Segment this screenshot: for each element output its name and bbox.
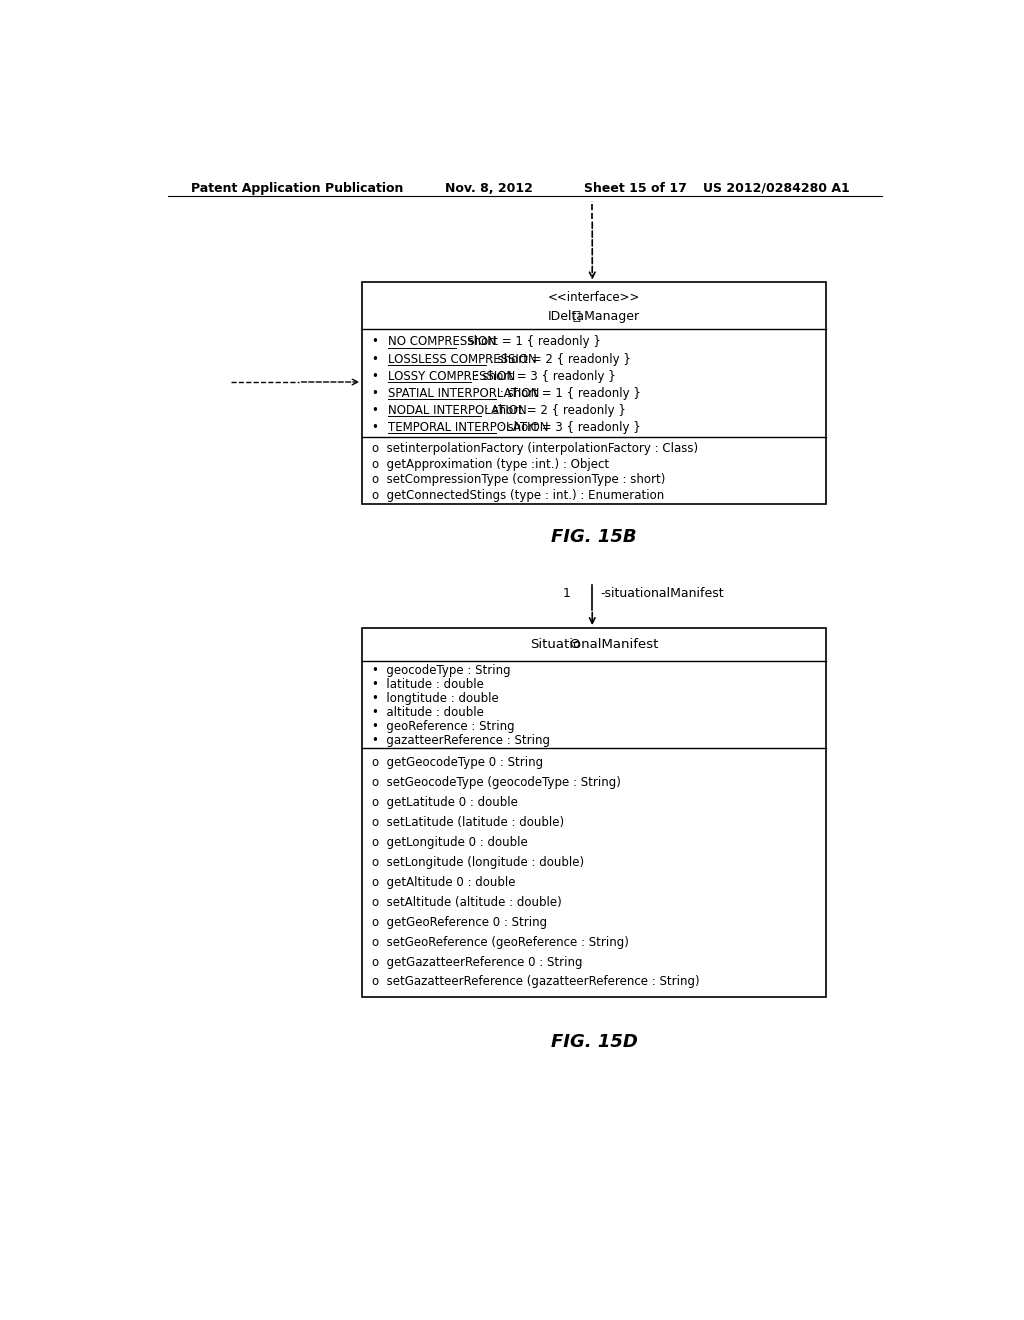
Text: ⓘ: ⓘ bbox=[572, 310, 580, 323]
Text: NODAL INTERPOLATION: NODAL INTERPOLATION bbox=[387, 404, 526, 417]
Text: : short = 3 { readonly }: : short = 3 { readonly } bbox=[496, 421, 640, 434]
Text: : short = 2 { readonly }: : short = 2 { readonly } bbox=[486, 352, 631, 366]
Text: o  setinterpolationFactory (interpolationFactory : Class): o setinterpolationFactory (interpolation… bbox=[372, 442, 697, 455]
Text: o  setGeocodeType (geocodeType : String): o setGeocodeType (geocodeType : String) bbox=[372, 776, 621, 789]
Text: Nov. 8, 2012: Nov. 8, 2012 bbox=[445, 182, 534, 195]
Text: : short = 2 { readonly }: : short = 2 { readonly } bbox=[481, 404, 626, 417]
Text: : short = 1 { readonly }: : short = 1 { readonly } bbox=[496, 387, 641, 400]
Text: : short = 1 { readonly }: : short = 1 { readonly } bbox=[457, 335, 601, 348]
Text: -situationalManifest: -situationalManifest bbox=[600, 587, 724, 599]
Bar bbox=[362, 628, 826, 997]
Text: o  getGeocodeType 0 : String: o getGeocodeType 0 : String bbox=[372, 756, 543, 770]
Text: o  getLongitude 0 : double: o getLongitude 0 : double bbox=[372, 836, 527, 849]
Text: SituationalManifest: SituationalManifest bbox=[530, 638, 658, 651]
Text: •  latitude : double: • latitude : double bbox=[372, 678, 483, 692]
Text: •  longtitude : double: • longtitude : double bbox=[372, 692, 499, 705]
Text: Θ: Θ bbox=[569, 638, 580, 651]
Text: •: • bbox=[372, 404, 386, 417]
Text: •  altitude : double: • altitude : double bbox=[372, 706, 483, 719]
Text: o  getAltitude 0 : double: o getAltitude 0 : double bbox=[372, 876, 515, 888]
Text: o  getGeoReference 0 : String: o getGeoReference 0 : String bbox=[372, 916, 547, 929]
Text: •: • bbox=[372, 421, 386, 434]
Text: •  gazatteerReference : String: • gazatteerReference : String bbox=[372, 734, 550, 747]
Text: TEMPORAL INTERPOLATION: TEMPORAL INTERPOLATION bbox=[387, 421, 548, 434]
Text: US 2012/0284280 A1: US 2012/0284280 A1 bbox=[703, 182, 850, 195]
Text: SPATIAL INTERPORLATION: SPATIAL INTERPORLATION bbox=[387, 387, 539, 400]
Text: LOSSLESS COMPRESSION: LOSSLESS COMPRESSION bbox=[387, 352, 537, 366]
Text: : short = 3 { readonly }: : short = 3 { readonly } bbox=[471, 370, 615, 383]
Text: o  setCompressionType (compressionType : short): o setCompressionType (compressionType : … bbox=[372, 474, 665, 486]
Text: o  getGazatteerReference 0 : String: o getGazatteerReference 0 : String bbox=[372, 956, 582, 969]
Text: Sheet 15 of 17: Sheet 15 of 17 bbox=[585, 182, 687, 195]
Text: NO COMPRESSION: NO COMPRESSION bbox=[387, 335, 496, 348]
Text: o  setLongitude (longitude : double): o setLongitude (longitude : double) bbox=[372, 855, 584, 869]
Text: •: • bbox=[372, 387, 386, 400]
Text: •: • bbox=[372, 335, 386, 348]
Text: o  getApproximation (type :int.) : Object: o getApproximation (type :int.) : Object bbox=[372, 458, 608, 471]
Text: o  setGeoReference (geoReference : String): o setGeoReference (geoReference : String… bbox=[372, 936, 629, 949]
Text: FIG. 15B: FIG. 15B bbox=[552, 528, 637, 546]
Text: o  setAltitude (altitude : double): o setAltitude (altitude : double) bbox=[372, 896, 561, 908]
Bar bbox=[362, 282, 826, 504]
Text: •  geoReference : String: • geoReference : String bbox=[372, 719, 514, 733]
Text: o  getLatitude 0 : double: o getLatitude 0 : double bbox=[372, 796, 517, 809]
Text: 1: 1 bbox=[563, 587, 570, 599]
Text: o  setGazatteerReference (gazatteerReference : String): o setGazatteerReference (gazatteerRefere… bbox=[372, 975, 699, 989]
Text: •  geocodeType : String: • geocodeType : String bbox=[372, 664, 510, 677]
Text: FIG. 15D: FIG. 15D bbox=[551, 1032, 638, 1051]
Text: o  getConnectedStings (type : int.) : Enumeration: o getConnectedStings (type : int.) : Enu… bbox=[372, 488, 664, 502]
Text: IDeltaManager: IDeltaManager bbox=[548, 310, 640, 323]
Text: •: • bbox=[372, 352, 386, 366]
Text: •: • bbox=[372, 370, 386, 383]
Text: o  setLatitude (latitude : double): o setLatitude (latitude : double) bbox=[372, 816, 564, 829]
Text: <<interface>>: <<interface>> bbox=[548, 290, 640, 304]
Text: LOSSY COMPRESSION: LOSSY COMPRESSION bbox=[387, 370, 515, 383]
Text: Patent Application Publication: Patent Application Publication bbox=[191, 182, 403, 195]
